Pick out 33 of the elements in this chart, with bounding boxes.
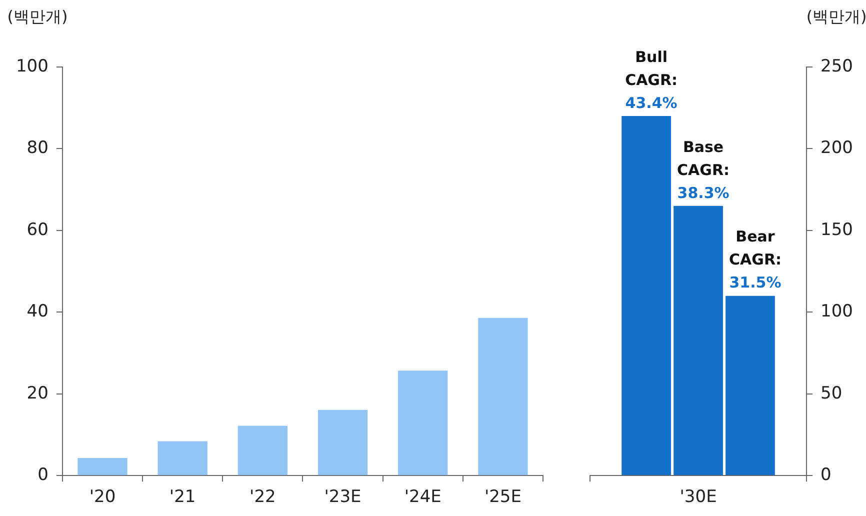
x-tick-label: '25E (484, 487, 522, 508)
x-tick-label: '24E (404, 487, 442, 508)
annotation: Bear CAGR: 31.5% (729, 228, 782, 292)
y2-tick-label: 200 (820, 138, 854, 158)
y-tick-label: 20 (26, 383, 48, 404)
x-tick-label: '23E (324, 487, 362, 508)
y-tick-label: 100 (16, 56, 48, 76)
y-tick-label: 40 (26, 302, 48, 322)
bar (318, 410, 368, 476)
x-tick-label: '21 (169, 487, 196, 508)
bar (674, 206, 723, 476)
bar (622, 116, 671, 476)
annotation: Base CAGR: 38.3% (677, 138, 730, 202)
y-tick-label: 60 (26, 220, 48, 240)
y2-tick-label: 0 (820, 465, 832, 486)
y-tick-label: 80 (26, 138, 48, 158)
bar (158, 441, 208, 476)
bar (726, 296, 775, 476)
y2-tick-label: 50 (820, 383, 842, 404)
y-tick-label: 0 (38, 465, 48, 486)
annotation: Bull CAGR: 43.4% (625, 48, 678, 112)
bar (478, 318, 528, 476)
bar (238, 426, 288, 476)
bar (78, 458, 128, 476)
x-tick-label: '22 (250, 487, 276, 508)
y2-tick-label: 150 (820, 220, 854, 240)
x-tick-label: '30E (680, 487, 717, 508)
bar (398, 370, 448, 476)
y2-tick-label: 100 (820, 302, 854, 322)
x-tick-label: '20 (89, 487, 116, 508)
y-axis-title: (백만개) (7, 7, 68, 26)
y2-tick-label: 250 (820, 56, 854, 76)
y2-axis-title: (백만개) (806, 7, 866, 26)
